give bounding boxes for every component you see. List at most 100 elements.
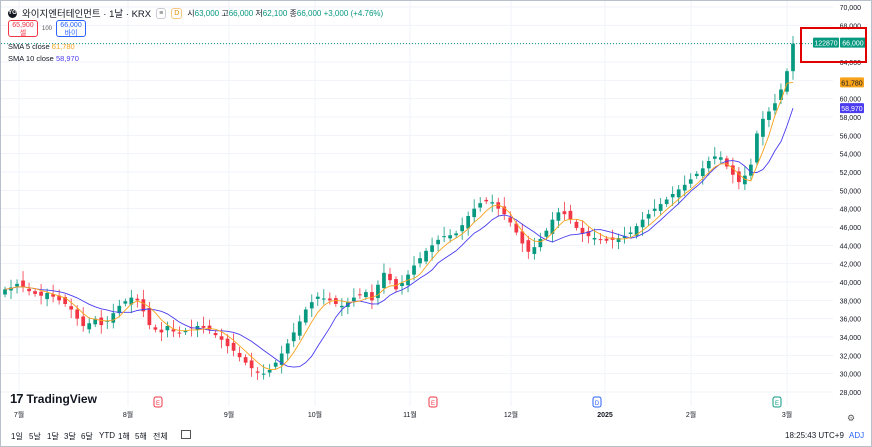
- candle-body[interactable]: [568, 210, 573, 220]
- candle-body[interactable]: [496, 202, 501, 209]
- candle-body[interactable]: [111, 313, 116, 323]
- settings-gear-icon[interactable]: ⚙: [847, 413, 856, 423]
- candle-body[interactable]: [586, 231, 591, 237]
- clock-time[interactable]: 18:25:43 UTC+9: [785, 431, 844, 440]
- candle-body[interactable]: [315, 296, 320, 299]
- candle-body[interactable]: [472, 208, 477, 218]
- candle-body[interactable]: [99, 317, 104, 326]
- candle-body[interactable]: [339, 305, 344, 308]
- candle-body[interactable]: [225, 338, 230, 347]
- candle-body[interactable]: [773, 103, 777, 111]
- candle-body[interactable]: [3, 289, 7, 295]
- candle-body[interactable]: [183, 330, 188, 333]
- sma10-legend[interactable]: SMA 10 close 58,970: [8, 54, 79, 63]
- candle-body[interactable]: [153, 327, 158, 330]
- range-ytd[interactable]: YTD: [99, 431, 115, 440]
- candle-body[interactable]: [219, 336, 224, 340]
- candle-body[interactable]: [526, 240, 531, 252]
- candle-body[interactable]: [243, 357, 248, 363]
- candle-body[interactable]: [598, 239, 603, 241]
- candle-body[interactable]: [694, 173, 699, 177]
- range-1y[interactable]: 1해: [118, 432, 130, 441]
- candle-body[interactable]: [682, 184, 687, 191]
- candle-body[interactable]: [364, 292, 368, 298]
- candle-body[interactable]: [550, 219, 555, 234]
- candle-body[interactable]: [436, 239, 440, 245]
- tradingview-logo[interactable]: 17 TradingView: [10, 391, 97, 406]
- buy-button[interactable]: 66,000 바이: [56, 20, 87, 37]
- candle-body[interactable]: [484, 199, 489, 202]
- candle-body[interactable]: [502, 206, 507, 215]
- candle-body[interactable]: [249, 360, 254, 369]
- candle-body[interactable]: [460, 225, 465, 232]
- candle-body[interactable]: [622, 236, 627, 238]
- candle-body[interactable]: [129, 297, 134, 305]
- candle-body[interactable]: [297, 321, 302, 336]
- candle-body[interactable]: [442, 236, 446, 238]
- candle-body[interactable]: [333, 298, 338, 304]
- candle-body[interactable]: [730, 165, 735, 175]
- adj-toggle[interactable]: ADJ: [849, 431, 865, 440]
- candle-body[interactable]: [376, 284, 380, 299]
- candle-body[interactable]: [664, 199, 669, 205]
- candle-body[interactable]: [81, 316, 86, 326]
- candle-body[interactable]: [712, 156, 717, 159]
- range-1m[interactable]: 1달: [47, 432, 59, 441]
- candle-body[interactable]: [508, 217, 513, 223]
- candle-body[interactable]: [604, 238, 609, 241]
- candle-body[interactable]: [688, 179, 693, 184]
- candle-body[interactable]: [700, 168, 705, 177]
- candle-body[interactable]: [430, 245, 434, 252]
- candle-body[interactable]: [261, 373, 266, 375]
- candle-body[interactable]: [93, 318, 98, 325]
- candle-body[interactable]: [303, 309, 308, 323]
- candle-body[interactable]: [478, 203, 483, 208]
- candle-body[interactable]: [177, 332, 182, 334]
- candle-body[interactable]: [628, 232, 633, 234]
- range-3m[interactable]: 3달: [64, 432, 76, 441]
- range-5d[interactable]: 5날: [29, 432, 41, 441]
- candle-body[interactable]: [69, 306, 74, 310]
- candle-body[interactable]: [562, 211, 567, 215]
- candle-body[interactable]: [394, 279, 398, 290]
- candle-body[interactable]: [171, 329, 176, 332]
- candle-body[interactable]: [51, 294, 55, 297]
- candle-body[interactable]: [743, 175, 747, 185]
- candle-body[interactable]: [749, 164, 753, 176]
- event-marker[interactable]: [592, 396, 602, 408]
- dividend-badge[interactable]: D: [171, 7, 183, 19]
- candle-body[interactable]: [358, 294, 362, 296]
- candle-body[interactable]: [27, 288, 31, 292]
- candle-body[interactable]: [117, 305, 122, 314]
- candle-body[interactable]: [490, 202, 495, 204]
- candle-body[interactable]: [237, 352, 242, 358]
- candle-body[interactable]: [755, 133, 759, 163]
- candle-body[interactable]: [279, 353, 284, 365]
- candle-body[interactable]: [652, 208, 657, 211]
- candle-body[interactable]: [556, 212, 561, 221]
- symbol-title[interactable]: 와이지엔터테인먼트 · 1날 · KRX: [22, 9, 152, 20]
- sell-button[interactable]: 65,900 셀: [8, 20, 38, 37]
- event-marker[interactable]: [153, 396, 163, 408]
- candle-body[interactable]: [724, 158, 729, 167]
- candle-body[interactable]: [9, 287, 13, 291]
- candle-body[interactable]: [418, 258, 422, 264]
- candle-body[interactable]: [135, 298, 140, 301]
- calendar-icon[interactable]: [181, 430, 191, 439]
- candle-body[interactable]: [267, 370, 272, 373]
- candle-body[interactable]: [658, 204, 663, 211]
- candle-body[interactable]: [87, 323, 92, 330]
- candle-body[interactable]: [123, 301, 128, 304]
- candle-body[interactable]: [514, 223, 519, 233]
- candle-body[interactable]: [285, 343, 290, 354]
- candle-body[interactable]: [634, 226, 639, 236]
- candle-body[interactable]: [388, 273, 392, 281]
- candle-body[interactable]: [736, 171, 741, 183]
- event-marker[interactable]: [772, 396, 782, 408]
- range-5y[interactable]: 5해: [135, 432, 147, 441]
- candle-body[interactable]: [640, 219, 645, 228]
- candle-body[interactable]: [676, 189, 681, 198]
- sma5-legend[interactable]: SMA 5 close 61,780: [8, 42, 75, 51]
- candle-body[interactable]: [63, 297, 68, 304]
- range-1d[interactable]: 1일: [11, 432, 23, 441]
